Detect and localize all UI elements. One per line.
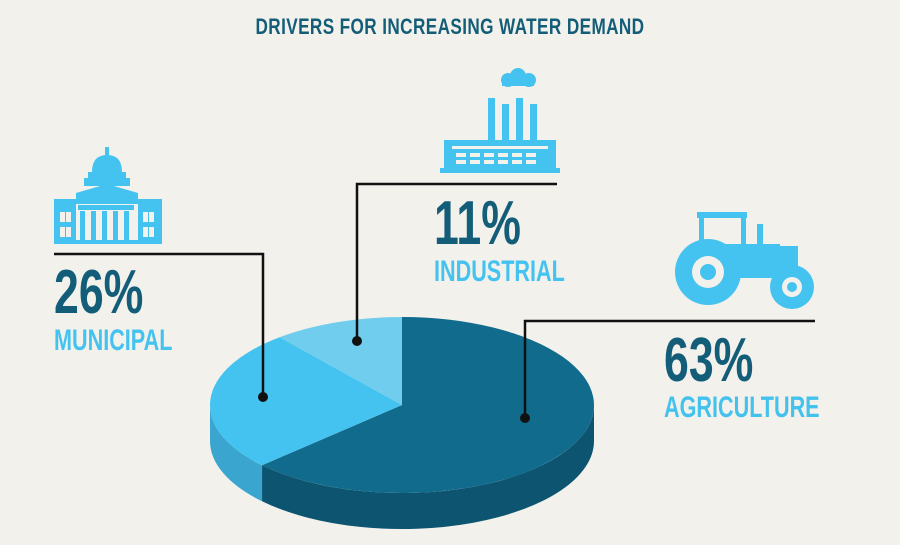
chart-title: DRIVERS FOR INCREASING WATER DEMAND: [255, 14, 645, 39]
leader-dot-industrial: [352, 336, 362, 346]
pie-slice-municipal: [210, 337, 402, 466]
pie-slice-side-agriculture: [262, 405, 594, 530]
pie-slice-side-municipal: [210, 405, 263, 502]
pie-slice-industrial: [279, 317, 402, 405]
leader-line-agriculture: [523, 319, 815, 417]
tractor-icon: [675, 212, 814, 309]
capitol-building-icon: [54, 147, 162, 244]
leader-lines: [54, 182, 815, 417]
data-label-municipal: MUNICIPAL: [54, 324, 173, 357]
data-label-industrial: INDUSTRIAL: [434, 255, 565, 288]
data-label-industrial-percent: 11%: [434, 189, 521, 258]
data-label-municipal-percent: 26%: [54, 258, 144, 327]
data-label-agriculture-percent: 63%: [664, 326, 754, 395]
factory-icon: [440, 68, 560, 173]
leader-line-industrial: [355, 182, 557, 340]
data-label-agriculture: AGRICULTURE: [664, 391, 820, 424]
leader-dot-municipal: [258, 392, 268, 402]
pie-slice-agriculture: [262, 317, 594, 493]
leader-line-municipal: [54, 252, 265, 396]
leader-dot-agriculture: [520, 413, 530, 423]
